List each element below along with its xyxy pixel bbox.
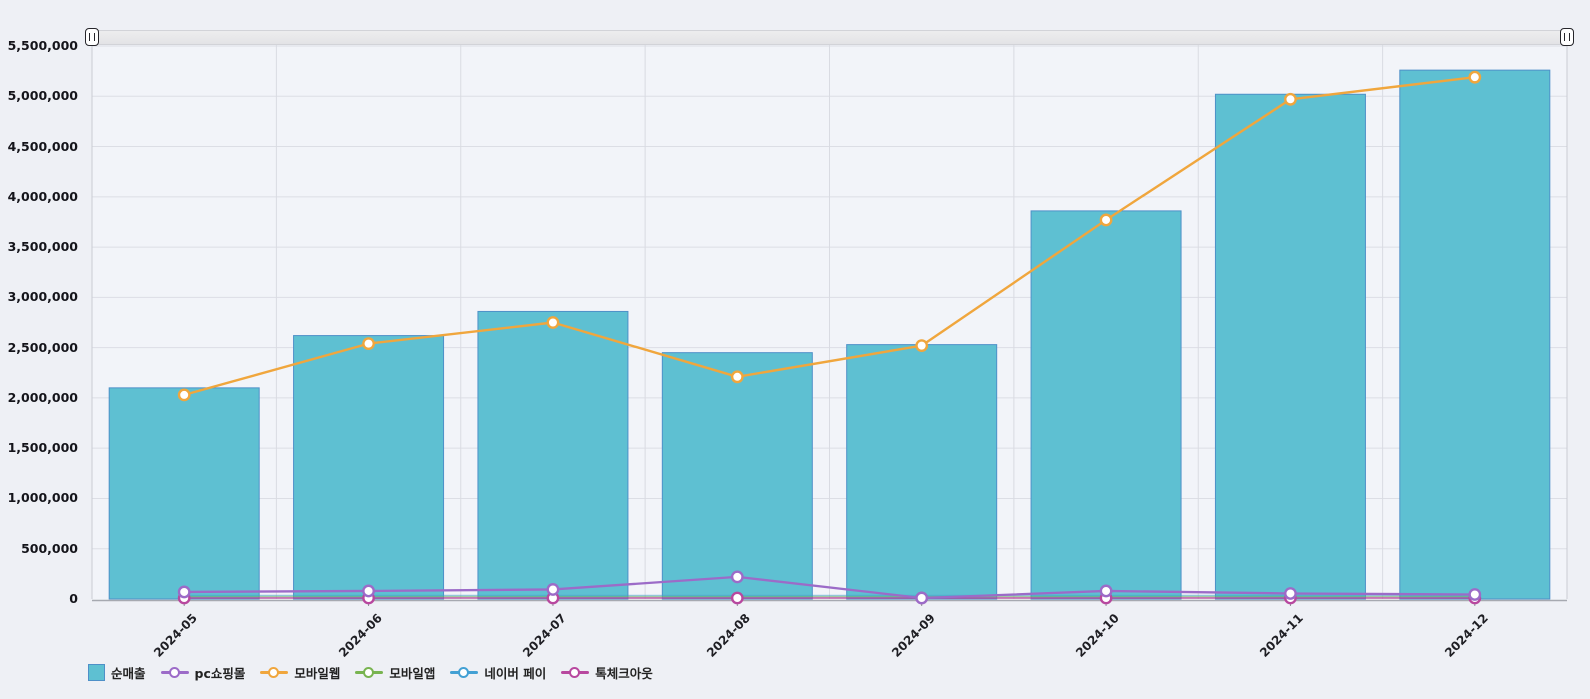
y-axis-label: 5,500,000 [7, 38, 78, 53]
y-axis-label: 0 [69, 591, 78, 606]
series-marker-모바일웹[interactable] [1284, 92, 1297, 106]
legend-item-순매출[interactable]: 순매출 [88, 663, 146, 682]
series-marker-pc쇼핑몰[interactable] [362, 584, 375, 598]
series-marker-pc쇼핑몰[interactable] [1284, 587, 1297, 600]
legend-item-모바일웹[interactable]: 모바일웹 [260, 663, 340, 682]
line-swatch-icon [355, 666, 384, 679]
grip-icon [89, 33, 95, 41]
series-line-모바일웹 [183, 75, 1475, 397]
legend-label: pc쇼핑몰 [194, 666, 246, 681]
y-axis-label: 4,000,000 [7, 188, 78, 204]
legend-label: 순매출 [111, 666, 146, 681]
legend-label: 톡체크아웃 [595, 666, 653, 681]
legend-item-모바일앱[interactable]: 모바일앱 [355, 663, 435, 682]
y-axis-label: 2,500,000 [7, 339, 78, 355]
y-axis-label: 2,000,000 [7, 389, 78, 405]
bar-순매출[interactable] [1030, 210, 1182, 600]
legend-item-pc쇼핑몰[interactable]: pc쇼핑몰 [160, 663, 246, 682]
scrollbar-handle-right[interactable] [1560, 28, 1574, 46]
legend-item-네이버 페이[interactable]: 네이버 페이 [450, 663, 546, 682]
y-axis-label: 3,500,000 [7, 239, 78, 255]
bar-순매출[interactable] [293, 335, 445, 600]
legend-item-톡체크아웃[interactable]: 톡체크아웃 [561, 663, 653, 682]
y-axis-label: 5,000,000 [7, 88, 78, 104]
bar-순매출[interactable] [661, 352, 813, 600]
series-marker-pc쇼핑몰[interactable] [915, 591, 929, 605]
legend-label: 모바일앱 [389, 666, 436, 681]
series-marker-pc쇼핑몰[interactable] [730, 570, 744, 584]
y-axis-label: 1,500,000 [7, 440, 78, 456]
bar-순매출[interactable] [846, 344, 998, 600]
series-marker-pc쇼핑몰[interactable] [546, 583, 560, 596]
series-marker-모바일웹[interactable] [362, 337, 375, 351]
y-axis-label: 4,500,000 [7, 138, 78, 154]
series-marker-모바일웹[interactable] [1468, 70, 1482, 84]
series-marker-모바일웹[interactable] [730, 370, 744, 384]
bar-순매출[interactable] [1214, 93, 1366, 600]
series-marker-모바일웹[interactable] [546, 316, 560, 329]
bar-순매출[interactable] [1399, 69, 1551, 600]
series-marker-모바일웹[interactable] [177, 388, 191, 402]
scrollbar-handle-left[interactable] [85, 28, 99, 46]
y-axis-label: 1,000,000 [7, 490, 78, 506]
line-swatch-icon [450, 666, 479, 679]
line-swatch-icon [260, 666, 289, 679]
bar-swatch-icon [88, 664, 105, 681]
series-marker-모바일웹[interactable] [915, 339, 929, 353]
series-line-pc쇼핑몰 [184, 575, 1475, 600]
legend: 순매출 pc쇼핑몰 모바일웹 모바일앱 네이버 페이 톡체크아웃 [88, 663, 653, 682]
series-marker-pc쇼핑몰[interactable] [1099, 584, 1113, 598]
series-marker-모바일웹[interactable] [1099, 213, 1113, 227]
scrollbar-track[interactable] [92, 30, 1567, 45]
y-axis-label: 500,000 [21, 540, 78, 556]
series-marker-톡체크아웃[interactable] [730, 591, 744, 605]
bar-순매출[interactable] [108, 387, 260, 600]
legend-label: 네이버 페이 [484, 666, 547, 681]
y-axis-label: 3,000,000 [7, 289, 78, 305]
series-marker-pc쇼핑몰[interactable] [1468, 588, 1482, 601]
line-swatch-icon [561, 666, 590, 679]
series-marker-pc쇼핑몰[interactable] [177, 585, 191, 599]
bar-순매출[interactable] [477, 310, 629, 600]
grip-icon [1564, 33, 1570, 41]
legend-label: 모바일웹 [294, 666, 341, 681]
line-swatch-icon [160, 666, 189, 679]
